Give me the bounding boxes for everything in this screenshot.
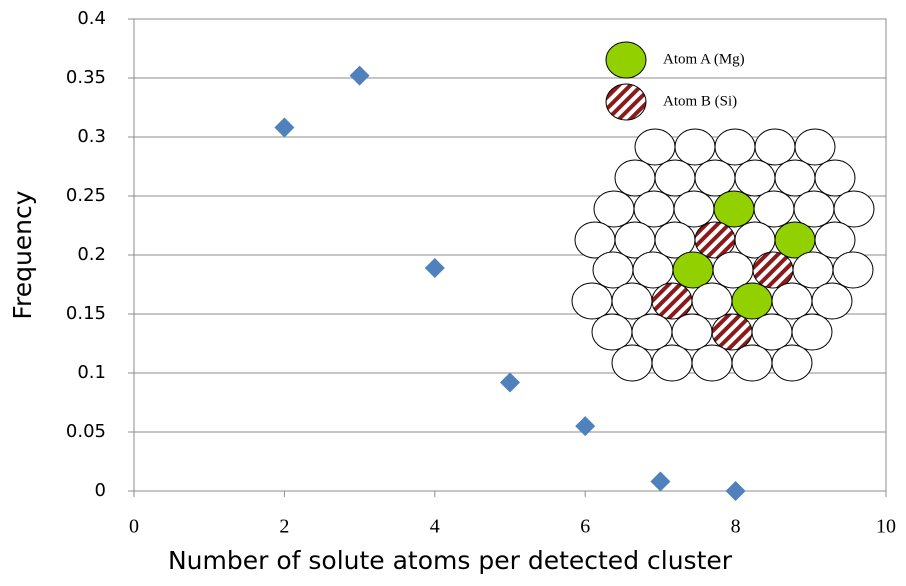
x-tick-label: 0 (129, 516, 139, 538)
atom (735, 160, 775, 196)
atom (753, 252, 793, 288)
point (726, 481, 746, 501)
point (575, 416, 595, 436)
chart: Number of solute atoms per detected clus… (0, 0, 906, 586)
x-axis-title: Number of solute atoms per detected clus… (168, 546, 733, 575)
atom (652, 345, 692, 381)
x-tick-label: 6 (580, 516, 590, 538)
atom (692, 283, 732, 319)
point (425, 258, 445, 278)
atom (812, 283, 852, 319)
atom (755, 129, 795, 165)
point (650, 472, 670, 492)
atom (615, 160, 655, 196)
atom (572, 283, 612, 319)
point (500, 372, 520, 392)
atom (775, 160, 815, 196)
y-axis-title: Frequency (8, 190, 37, 319)
y-tick-label: 0.15 (66, 303, 106, 324)
annotation: Atom B (Si) (663, 93, 737, 109)
x-tick-label: 2 (279, 516, 289, 538)
x-tick-label: 10 (876, 516, 896, 538)
atom (794, 191, 834, 227)
y-tick-label: 0.2 (77, 244, 106, 265)
atom (612, 345, 652, 381)
atom (815, 160, 855, 196)
atom (792, 314, 832, 350)
atom (834, 191, 874, 227)
atom (592, 314, 632, 350)
atom (675, 129, 715, 165)
y-tick-label: 0 (95, 480, 106, 501)
atom (732, 283, 772, 319)
atom (793, 252, 833, 288)
point (350, 66, 370, 86)
atom (712, 314, 752, 350)
y-tick-label: 0.25 (66, 185, 106, 206)
atom (612, 283, 652, 319)
atom (593, 252, 633, 288)
atom (632, 314, 672, 350)
legend-atom-a (606, 42, 646, 78)
atom (633, 252, 673, 288)
atom (714, 191, 754, 227)
atom (754, 191, 794, 227)
y-tick-label: 0.05 (66, 421, 106, 442)
atom (672, 314, 712, 350)
atom (713, 252, 753, 288)
atom (732, 345, 772, 381)
cluster-diagram: Atom A (Mg) Atom B (Si) (572, 42, 874, 381)
atom (652, 283, 692, 319)
y-tick-label: 0.35 (66, 67, 106, 88)
atom (795, 129, 835, 165)
x-tick-label: 8 (731, 516, 741, 538)
atom (634, 191, 674, 227)
atom (673, 252, 713, 288)
atom (692, 345, 732, 381)
atom (635, 129, 675, 165)
atom (752, 314, 792, 350)
atom (655, 160, 695, 196)
atom (715, 129, 755, 165)
legend-atom-b (606, 84, 646, 120)
annotation: Atom A (Mg) (663, 51, 745, 67)
atom (772, 345, 812, 381)
point (274, 118, 294, 138)
atom (594, 191, 634, 227)
y-tick-label: 0.4 (77, 8, 106, 29)
y-tick-label: 0.3 (77, 126, 106, 147)
atom (772, 283, 812, 319)
y-tick-label: 0.1 (77, 362, 106, 383)
atom (695, 160, 735, 196)
atom (674, 191, 714, 227)
atom (833, 252, 873, 288)
x-tick-label: 4 (430, 516, 440, 538)
